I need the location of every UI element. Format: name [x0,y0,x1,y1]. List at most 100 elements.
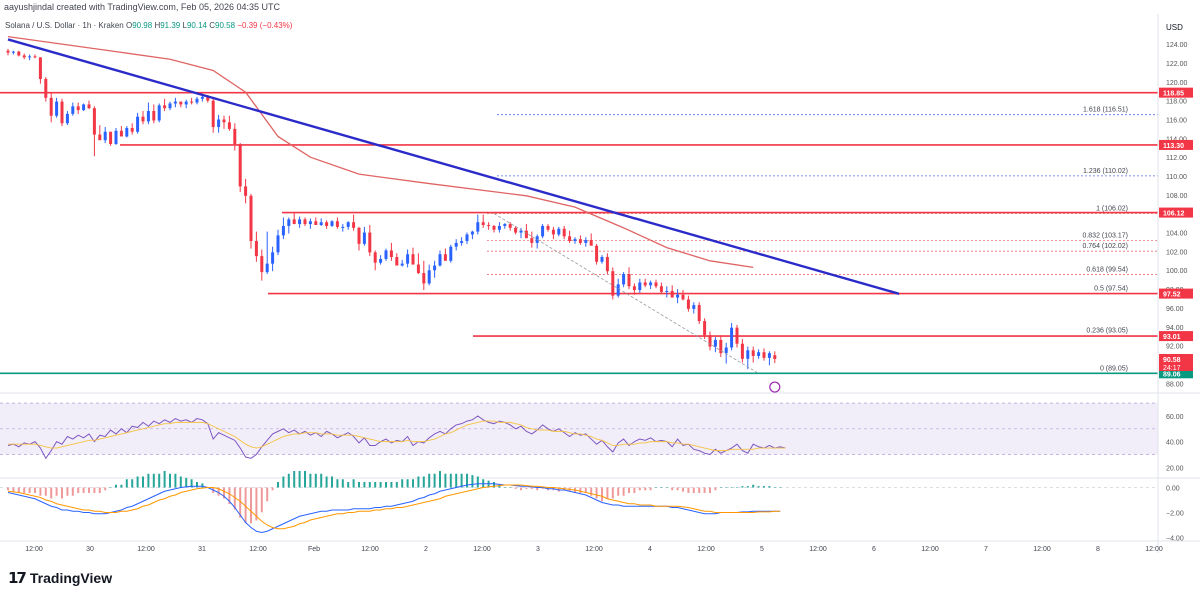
fib-label: 1.236 (110.02) [1083,168,1128,175]
candle-body [487,225,491,227]
candle-body [346,222,350,227]
candle-body [740,343,744,359]
candle-body [109,131,113,144]
time-tick-label: 12:00 [921,546,939,553]
candle-body [292,219,296,225]
macd-histogram-bar [169,473,171,488]
macd-histogram-bar [147,473,150,488]
tradingview-logo-icon: 𝟭𝟳 [8,570,27,587]
chart-canvas[interactable]: 1.618 (116.51) 1.236 (110.02) 1 (106.02) 0.… [0,14,1200,569]
symbol-name: Solana / U.S. Dollar · 1h · Kraken [5,21,124,30]
macd-tick-label: −4.00 [1166,536,1184,543]
candle-body [157,105,161,121]
candle-body [233,128,237,144]
time-tick-label: 12:00 [25,546,43,553]
macd-histogram-bar [525,487,528,489]
macd-histogram-bar [196,482,198,488]
macd-histogram-bar [93,487,96,493]
time-tick-label: 12:00 [585,546,603,553]
candle-body [767,353,771,358]
macd-histogram-bar [131,479,134,488]
candle-body [762,352,766,358]
candle-body [217,119,221,128]
time-tick-label: 6 [872,546,876,553]
time-tick-label: 7 [984,546,988,553]
candle-body [141,116,145,122]
symbol-legend: Solana / U.S. Dollar · 1h · Kraken O90.9… [5,21,293,30]
time-tick-label: 3 [536,546,540,553]
candle-body [379,258,383,263]
candle-body [546,225,550,230]
candle-body [330,221,334,226]
currency-label: USD [1166,23,1183,32]
macd-histogram-bar [736,487,738,488]
time-tick-label: 12:00 [697,546,715,553]
macd-histogram-bar [190,479,193,488]
candle-body [713,339,717,347]
macd-histogram-bar [541,487,544,489]
fib-anchor-line [493,213,759,374]
resistance-93-label: 93.01 [1163,334,1181,341]
fib-label: 0 (89.05) [1100,365,1128,372]
macd-histogram-bar [66,487,69,496]
resistance-97-label: 97.52 [1163,292,1181,299]
macd-histogram-bar [444,473,447,488]
candle-body [638,282,642,291]
resistance-97-tag [1159,288,1193,299]
candle-body [287,219,291,226]
candle-body [524,230,528,239]
time-tick-label: 30 [86,546,94,553]
macd-histogram-bar [120,484,123,488]
candle-body [6,50,10,53]
time-tick-label: 4 [648,546,652,553]
candle-body [665,290,669,292]
macd-histogram-bar [174,473,177,488]
price-axis: USD124.00122.00120.00118.00116.00114.001… [1157,14,1193,553]
candle-body [119,130,123,137]
levels-layer [0,91,1158,375]
macd-histogram-bar [12,487,15,492]
macd-tick-label: −2.00 [1166,511,1184,518]
candle-body [125,127,129,137]
candle-body [211,100,215,128]
candle-body [76,106,80,111]
macd-histogram-bar [768,486,771,488]
candle-body [751,350,755,356]
candle-body [411,254,415,265]
change-value: −0.39 (−0.43%) [237,21,293,30]
time-tick-label: 2 [424,546,428,553]
overlay-layer [7,35,900,393]
macd-histogram-bar [287,473,290,488]
macd-histogram-bar [682,487,684,492]
macd-histogram-bar [514,487,517,489]
candle-body [692,305,696,309]
candle-body [136,116,140,132]
candle-body [427,270,431,284]
tradingview-brand[interactable]: 𝟭𝟳 TradingView [8,569,112,587]
candle-body [622,274,626,285]
resistance-113-label: 113.30 [1163,143,1184,150]
candle-body [584,240,588,243]
candle-body [519,230,523,233]
attribution: aayushjindal created with TradingView.co… [4,2,280,12]
candle-body [60,101,64,124]
macd-histogram-bar [55,487,58,496]
candle-body [146,111,150,122]
price-tick-label: 94.00 [1166,325,1184,332]
macd-histogram-bar [595,487,598,499]
macd-histogram-bar [358,482,360,488]
candle-body [670,290,674,298]
macd-histogram-bar [622,487,625,496]
macd-histogram-bar [417,476,420,488]
candle-body [481,222,485,226]
macd-histogram-bar [611,487,614,499]
macd-histogram-bar [628,487,630,493]
macd-histogram-bar [223,487,225,499]
time-tick-label: 12:00 [473,546,491,553]
candle-body [433,265,437,271]
macd-histogram-bar [293,471,296,488]
candle-body [400,263,404,266]
candle-body [71,106,75,114]
macd-histogram-bar [395,482,398,488]
time-axis: 12:00 30 12:00 31 12:00 Feb 12:00 2 12:00 3 12:00 4… [25,546,1163,553]
